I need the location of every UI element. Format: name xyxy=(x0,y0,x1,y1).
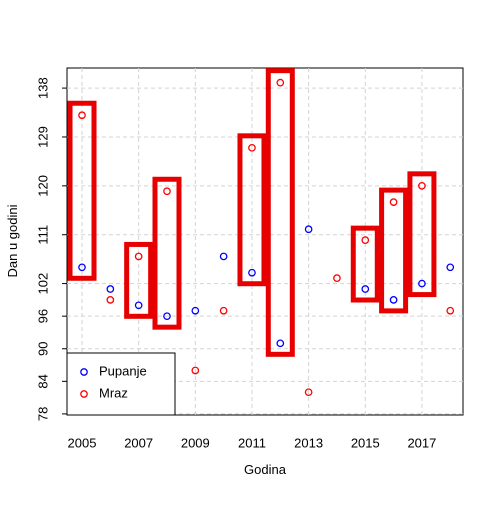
point xyxy=(191,366,200,375)
point xyxy=(191,306,200,315)
point xyxy=(389,296,398,304)
point xyxy=(106,285,115,293)
y-tick-label: 78 xyxy=(35,407,50,421)
point xyxy=(361,285,370,293)
point xyxy=(106,296,115,304)
highlight-box xyxy=(237,133,267,287)
point xyxy=(219,252,228,261)
legend-label: Mraz xyxy=(99,385,128,400)
point xyxy=(134,301,143,310)
highlight-box xyxy=(152,176,182,330)
point xyxy=(276,78,285,87)
x-tick-label: 2017 xyxy=(407,435,436,450)
point xyxy=(78,263,86,272)
legend-box xyxy=(66,352,176,416)
y-tick-label: 129 xyxy=(35,126,50,148)
y-tick-label: 120 xyxy=(35,175,50,197)
legend-marker xyxy=(80,390,88,398)
point xyxy=(446,263,455,272)
y-tick-label: 96 xyxy=(35,309,50,323)
point xyxy=(163,187,171,196)
point xyxy=(248,143,256,152)
highlight-box xyxy=(379,187,409,314)
x-tick-label: 2013 xyxy=(294,435,323,450)
point xyxy=(446,306,455,315)
y-tick-label: 102 xyxy=(35,273,50,295)
highlight-box xyxy=(265,68,295,357)
highlight-box xyxy=(124,241,154,319)
plot-frame xyxy=(66,67,464,416)
point xyxy=(389,198,398,206)
x-tick-label: 2009 xyxy=(181,435,210,450)
point xyxy=(304,388,313,397)
y-axis-label: Dan u godini xyxy=(5,204,20,277)
y-tick-label: 84 xyxy=(35,374,50,388)
x-tick-label: 2011 xyxy=(238,435,266,450)
x-tick-label: 2005 xyxy=(68,435,97,450)
y-tick-label: 138 xyxy=(35,77,50,99)
legend-marker xyxy=(80,368,88,376)
highlight-box xyxy=(407,171,437,298)
point xyxy=(418,279,426,288)
x-tick-label: 2007 xyxy=(124,435,153,450)
point xyxy=(219,306,228,315)
point xyxy=(248,268,256,277)
point xyxy=(304,225,313,234)
point xyxy=(418,181,426,190)
y-tick-label: 111 xyxy=(35,225,50,245)
point xyxy=(361,236,370,244)
highlight-box xyxy=(67,100,97,281)
point xyxy=(134,252,143,261)
point xyxy=(78,111,86,120)
x-tick-label: 2015 xyxy=(351,435,380,450)
point xyxy=(276,339,285,348)
point xyxy=(333,274,341,283)
y-tick-label: 90 xyxy=(35,342,50,356)
x-axis-label: Godina xyxy=(244,462,287,477)
highlight-box xyxy=(350,225,380,303)
point xyxy=(163,312,171,321)
legend-label: Pupanje xyxy=(99,363,147,378)
